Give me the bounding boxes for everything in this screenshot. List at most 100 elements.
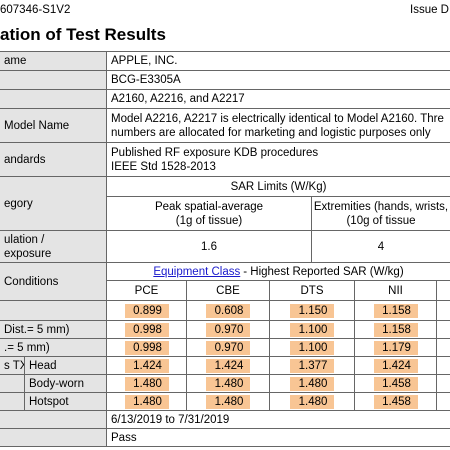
- row-label: Model Name: [0, 109, 107, 143]
- row-value: BCG-E3305A: [107, 71, 450, 90]
- label-text: andards: [4, 153, 46, 166]
- label-text: egory: [4, 197, 33, 210]
- row-value: Model A2216, A2217 is electrically ident…: [107, 109, 450, 143]
- row-label: [0, 301, 107, 321]
- value-text: A2160, A2216, and A2217: [111, 93, 245, 105]
- issue: Issue D: [410, 4, 449, 16]
- group-label: [0, 375, 25, 393]
- header-text: Peak spatial-average: [154, 200, 264, 213]
- value-text: IEEE Std 1528-2013: [111, 160, 216, 173]
- column-header: PCE: [107, 281, 187, 301]
- label-text: Conditions: [4, 275, 59, 288]
- row-value: APPLE, INC.: [107, 52, 450, 71]
- label-text: ulation /: [4, 233, 45, 246]
- sar-value: 1.377: [290, 358, 334, 373]
- sar-value: 1.424: [373, 358, 418, 373]
- value-cell: 1.480: [187, 375, 270, 393]
- label-text: s TX: [4, 359, 24, 372]
- sar-value: 1.100: [290, 322, 334, 337]
- value-cell: 1.480: [187, 393, 270, 411]
- group-label: s TX: [0, 357, 25, 375]
- blank-cell: [437, 321, 450, 339]
- row-value: Published RF exposure KDB procedures IEEE…: [107, 143, 450, 177]
- sar-value: 1.458: [373, 376, 418, 391]
- value-cell: 1.480: [107, 375, 187, 393]
- value-cell: 1.158: [355, 321, 437, 339]
- row-value: 6/13/2019 to 7/31/2019: [107, 411, 450, 429]
- row-value: A2160, A2216, and A2217: [107, 90, 450, 109]
- value-text: 4: [377, 240, 385, 253]
- value-cell: 1.377: [270, 357, 355, 375]
- header-cell: Equipment Class - Highest Reported SAR (W…: [107, 263, 450, 281]
- value-cell: 1.150: [270, 301, 355, 321]
- header-cell: SAR Limits (W/Kg): [107, 177, 450, 197]
- value-text: 1.6: [201, 240, 217, 253]
- blank-cell: [437, 281, 450, 301]
- value-cell: 1.424: [187, 357, 270, 375]
- value-cell: 0.970: [187, 321, 270, 339]
- row-label: [0, 429, 107, 447]
- equipment-class-link[interactable]: Equipment Class: [153, 265, 241, 278]
- header-text: SAR Limits (W/Kg): [230, 180, 327, 193]
- table-top: [0, 51, 450, 52]
- value-cell: 1.480: [107, 393, 187, 411]
- value-text: numbers are allocated for marketing and …: [111, 126, 431, 139]
- sar-value: 1.480: [206, 376, 250, 391]
- sar-value: 0.998: [124, 322, 169, 337]
- column-header: NII: [355, 281, 437, 301]
- header-cell: Peak spatial-average (1g of tissue): [107, 197, 312, 231]
- sar-value: 1.424: [124, 358, 169, 373]
- sar-value: 0.899: [124, 303, 169, 318]
- title: ation of Test Results: [0, 25, 166, 44]
- sar-value: 0.970: [206, 340, 250, 355]
- value-cell: 1.458: [355, 393, 437, 411]
- value-cell: 1.6: [107, 231, 312, 263]
- header-text: (1g of tissue): [175, 214, 243, 227]
- value-cell: 0.998: [107, 321, 187, 339]
- row-label: Dist.= 5 mm): [0, 321, 107, 339]
- row-label: Hotspot: [25, 393, 107, 411]
- sar-value: 1.158: [373, 322, 418, 337]
- label-text: ame: [4, 55, 27, 67]
- row-label: Head: [25, 357, 107, 375]
- sar-value: 1.158: [373, 303, 418, 318]
- header-text: - Highest Reported SAR (W/kg): [243, 265, 404, 278]
- sar-value: 1.480: [206, 394, 250, 409]
- row-label: [0, 411, 107, 429]
- column-header: DTS: [270, 281, 355, 301]
- report-id: 607346-S1V2: [0, 4, 71, 16]
- row-label: Body-worn: [25, 375, 107, 393]
- label-text: .= 5 mm): [4, 341, 50, 354]
- column-text: DTS: [300, 284, 324, 297]
- value-text: BCG-E3305A: [111, 74, 181, 86]
- label-text: Dist.= 5 mm): [4, 323, 70, 336]
- sar-value: 1.480: [290, 394, 334, 409]
- value-text: Pass: [111, 431, 137, 444]
- row-label: andards: [0, 143, 107, 177]
- sar-value: 1.100: [290, 340, 334, 355]
- label-text: Model Name: [4, 119, 70, 132]
- value-cell: 0.970: [187, 339, 270, 357]
- value-cell: 1.100: [270, 321, 355, 339]
- blank-cell: [437, 339, 450, 357]
- sar-value: 0.970: [206, 322, 250, 337]
- label-text: Head: [29, 359, 57, 372]
- value-cell: 1.480: [270, 375, 355, 393]
- column-header: CBE: [187, 281, 270, 301]
- group-label: [0, 393, 25, 411]
- row-label: egory: [0, 177, 107, 231]
- row-label: ulation / exposure: [0, 231, 107, 263]
- sar-value: 1.458: [373, 394, 418, 409]
- sar-value: 0.998: [124, 340, 169, 355]
- value-cell: 0.899: [107, 301, 187, 321]
- header-text: (10g of tissue: [346, 214, 416, 227]
- value-cell: 1.158: [355, 301, 437, 321]
- sar-value: 1.480: [124, 376, 169, 391]
- sar-value: 0.608: [206, 303, 250, 318]
- value-cell: 1.424: [355, 357, 437, 375]
- value-cell: 1.480: [270, 393, 355, 411]
- column-text: PCE: [134, 284, 159, 297]
- row-label: Conditions: [0, 263, 107, 301]
- sar-value: 1.179: [373, 340, 418, 355]
